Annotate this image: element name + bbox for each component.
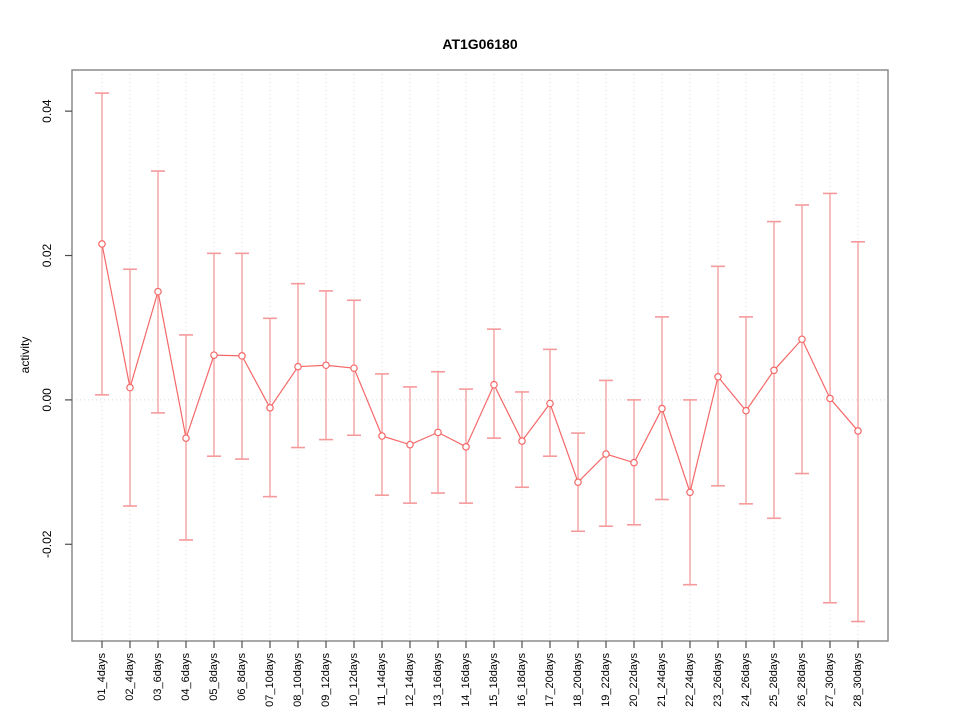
error-bars (95, 92, 865, 623)
x-tick-label: 15_18days (488, 653, 500, 707)
x-tick-label: 05_8days (208, 653, 220, 701)
x-tick-label: 26_28days (796, 653, 808, 707)
x-tick-label: 10_12days (348, 653, 360, 707)
data-point (294, 362, 302, 371)
x-tick-label: 01_4days (96, 653, 108, 701)
x-tick-label: 25_28days (768, 653, 780, 707)
chart-title: AT1G06180 (442, 36, 518, 52)
data-point (378, 432, 386, 440)
x-tick-label: 13_16days (432, 653, 444, 707)
x-axis: 01_4days 02_4days 03_6days 04_6days 05_8days… (96, 641, 864, 707)
data-point (350, 364, 358, 372)
x-tick-label: 18_20days (572, 653, 584, 707)
x-tick-label: 03_6days (152, 653, 164, 701)
series-line-group (101, 243, 859, 495)
data-point (630, 458, 638, 467)
x-tick-label: 24_26days (740, 653, 752, 707)
x-tick-label: 08_10days (292, 653, 304, 707)
y-tick-label: -0.02 (40, 530, 54, 558)
x-tick-label: 28_30days (852, 653, 864, 707)
data-point (126, 383, 134, 392)
data-point (490, 380, 498, 389)
data-point (658, 404, 666, 413)
data-point (770, 366, 778, 375)
data-point (210, 351, 218, 359)
data-point (686, 488, 694, 497)
y-axis: 0.04 0.02 0.00 -0.02 (40, 99, 72, 558)
x-tick-label: 11_14days (376, 653, 388, 707)
data-point (322, 361, 330, 370)
plot-frame (71, 69, 889, 642)
data-point (854, 427, 862, 435)
data-point (406, 440, 414, 449)
data-point (826, 394, 834, 403)
data-point (798, 335, 806, 344)
data-point (434, 428, 442, 437)
x-tick-label: 21_24days (656, 653, 668, 707)
x-tick-label: 19_22days (600, 653, 612, 707)
data-point (742, 406, 750, 415)
data-point (462, 443, 470, 451)
x-tick-label: 27_30days (824, 653, 836, 707)
data-point (574, 478, 582, 486)
frame-group (71, 69, 889, 642)
x-tick-label: 23_26days (712, 653, 724, 707)
data-point (98, 240, 106, 248)
x-tick-label: 14_16days (460, 653, 472, 707)
x-tick-label: 06_8days (236, 653, 248, 701)
x-tick-label: 04_6days (180, 653, 192, 701)
series-line (101, 243, 859, 495)
x-tick-label: 07_10days (264, 653, 276, 707)
x-tick-label: 12_14days (404, 653, 416, 707)
x-tick-label: 02_4days (124, 653, 136, 701)
data-point (238, 352, 246, 360)
data-point (182, 434, 190, 442)
data-point (602, 450, 610, 458)
y-tick-label: 0.02 (40, 244, 54, 268)
y-tick-label: 0.00 (40, 388, 54, 412)
data-point (266, 404, 274, 412)
data-point (714, 372, 722, 381)
data-point (154, 287, 162, 296)
x-tick-label: 20_22days (628, 653, 640, 707)
data-point (546, 399, 554, 408)
x-tick-label: 09_12days (320, 653, 332, 707)
y-tick-label: 0.04 (40, 99, 54, 123)
markers (98, 240, 862, 497)
data-point (518, 437, 526, 445)
x-tick-label: 22_24days (684, 653, 696, 707)
x-tick-label: 16_18days (516, 653, 528, 707)
x-tick-label: 17_20days (544, 653, 556, 707)
